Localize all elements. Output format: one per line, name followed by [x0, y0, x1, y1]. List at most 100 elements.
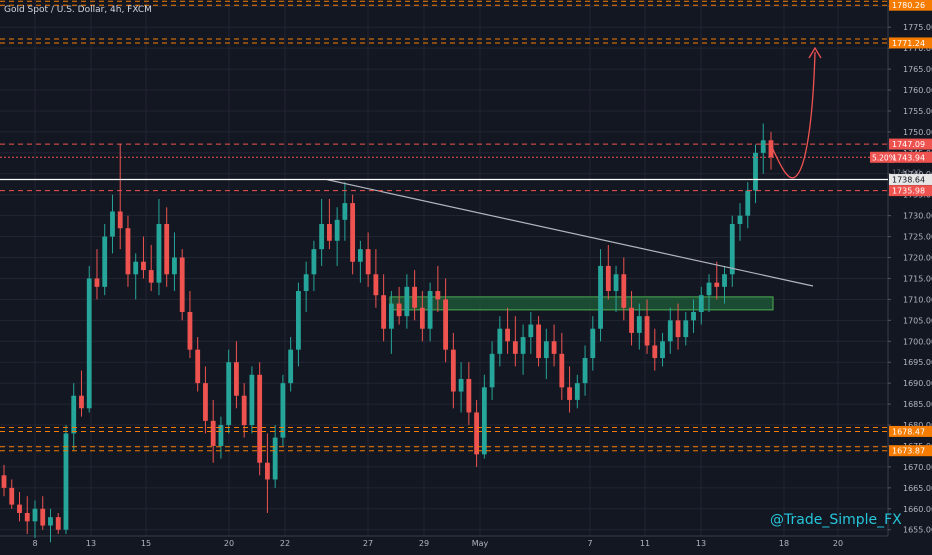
candle-body [265, 462, 270, 480]
candle [427, 282, 433, 342]
price-badge [889, 37, 932, 49]
candle-body [574, 383, 580, 400]
candle [210, 399, 216, 463]
candle-body [435, 291, 441, 300]
partial-axis-label: 1740.00 [892, 168, 921, 176]
candle [311, 240, 317, 292]
price-badge [889, 445, 932, 457]
candle-body [768, 140, 774, 158]
candle-body [450, 349, 456, 392]
price-badge [889, 185, 932, 197]
candle-body [288, 349, 294, 384]
candle-body [381, 295, 387, 329]
candle [172, 232, 177, 292]
x-tick-label: 11 [640, 539, 650, 548]
candle-body [17, 504, 22, 513]
candle-body [605, 265, 611, 292]
candle [63, 425, 69, 534]
candle-body [172, 257, 177, 275]
price-badge [889, 173, 932, 185]
candle-body [474, 412, 479, 455]
candle-body [636, 316, 642, 333]
candle-body [55, 517, 61, 530]
y-tick-label: 1700.00 [903, 337, 932, 346]
candle-body [148, 270, 154, 283]
candle [79, 370, 84, 417]
candle-body [652, 345, 658, 359]
trendline [326, 179, 814, 287]
candle-body [528, 324, 534, 338]
candle [404, 274, 410, 329]
x-tick-label: 18 [779, 539, 789, 548]
candle-body [613, 274, 619, 292]
candle [753, 144, 758, 204]
candle [652, 328, 658, 371]
candle [435, 265, 441, 312]
candle-body [598, 265, 603, 329]
candle [660, 332, 665, 367]
candle-body [48, 517, 53, 526]
candle-body [71, 395, 77, 434]
candle [512, 316, 518, 367]
candle-body [404, 286, 410, 317]
candle [450, 332, 456, 409]
candle-body [543, 341, 549, 359]
candle-body [311, 249, 317, 275]
candle [265, 433, 270, 513]
candle-body [342, 203, 348, 220]
candle-body [218, 425, 224, 446]
candle [117, 144, 123, 250]
candle [567, 366, 572, 413]
candle [55, 512, 61, 534]
y-tick-label: 1760.00 [903, 86, 932, 95]
candle [551, 324, 557, 367]
candle-body [102, 236, 108, 287]
candle [296, 282, 301, 367]
y-tick-label: 1660.00 [903, 505, 932, 514]
candle [17, 492, 22, 522]
candle [133, 253, 139, 300]
candle-body [683, 320, 689, 338]
candle [257, 362, 263, 476]
candle [636, 303, 642, 350]
x-tick-label: 7 [587, 539, 592, 548]
price-badge-label: 1743.94 [892, 153, 925, 162]
candle [574, 374, 580, 409]
candle [280, 374, 286, 446]
candle [218, 416, 224, 459]
candle-body [737, 215, 743, 225]
candles [1, 123, 774, 543]
y-tick-label: 1680.00 [903, 421, 932, 430]
y-tick-label: 1690.00 [903, 379, 932, 388]
candle-body [621, 274, 627, 308]
y-tick-label: 1750.00 [903, 128, 932, 137]
watermark: @Trade_Simple_FX [770, 512, 902, 528]
candle [745, 182, 751, 229]
candle-body [551, 341, 557, 354]
candle [667, 307, 673, 354]
candle [334, 207, 340, 266]
candle [373, 249, 379, 308]
candle [698, 286, 704, 325]
candle-body [481, 387, 487, 455]
candle [505, 307, 510, 354]
candle [466, 362, 472, 426]
price-badge [889, 0, 932, 11]
candle-body [729, 224, 735, 275]
candle [342, 182, 348, 241]
candle-body [334, 219, 340, 241]
candle-body [63, 433, 69, 530]
candle-body [698, 295, 704, 312]
y-tick-label: 1685.00 [903, 400, 932, 409]
candle-body [280, 383, 286, 438]
candle [474, 399, 479, 467]
green-zone [389, 296, 774, 311]
candle [481, 374, 487, 459]
candle-body [226, 362, 232, 426]
candle [156, 198, 162, 296]
candle [102, 224, 108, 296]
y-tick-label: 1710.00 [903, 295, 932, 304]
candle-body [706, 282, 712, 296]
